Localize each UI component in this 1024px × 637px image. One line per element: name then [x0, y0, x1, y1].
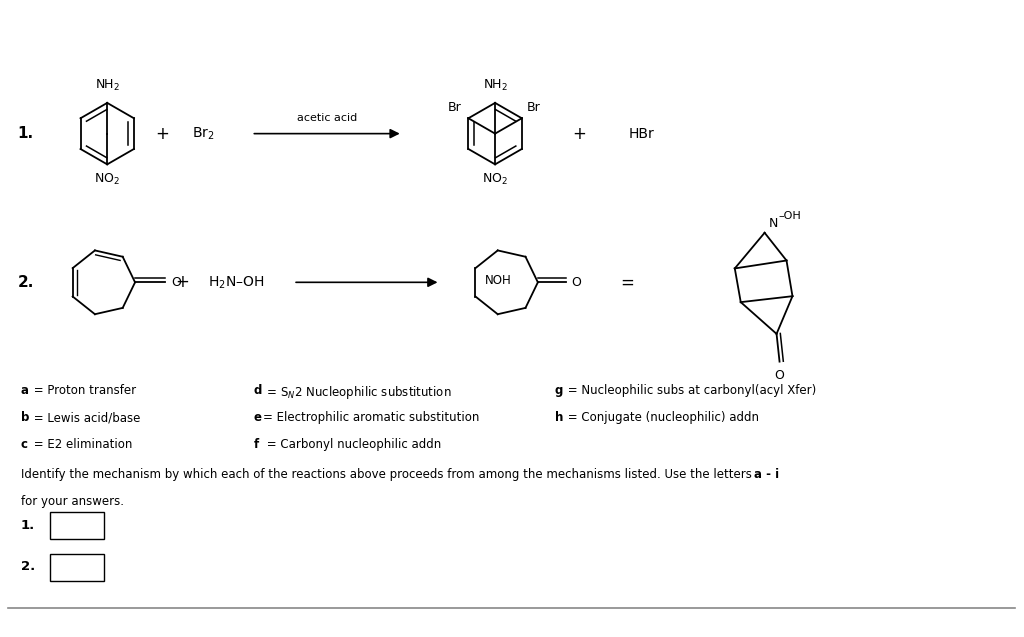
Text: +: +: [572, 125, 587, 143]
Text: Br: Br: [447, 101, 462, 114]
Text: 1.: 1.: [17, 126, 34, 141]
Text: b: b: [20, 412, 29, 424]
Text: d: d: [253, 384, 262, 397]
Text: a: a: [20, 384, 29, 397]
Text: Br$_2$: Br$_2$: [193, 125, 215, 142]
Text: = Carbonyl nucleophilic addn: = Carbonyl nucleophilic addn: [263, 438, 441, 451]
Text: H$_2$N–OH: H$_2$N–OH: [208, 274, 265, 290]
Text: Identify the mechanism by which each of the reactions above proceeds from among : Identify the mechanism by which each of …: [20, 468, 756, 481]
Text: = Conjugate (nucleophilic) addn: = Conjugate (nucleophilic) addn: [564, 412, 759, 424]
Text: = Lewis acid/base: = Lewis acid/base: [30, 412, 140, 424]
Text: = S$_N$2 Nucleophilic substitution: = S$_N$2 Nucleophilic substitution: [263, 384, 452, 401]
Text: 2.: 2.: [20, 561, 35, 573]
Text: –OH: –OH: [778, 211, 802, 221]
Text: for your answers.: for your answers.: [20, 496, 124, 508]
Text: =: =: [621, 273, 634, 291]
Text: = E2 elimination: = E2 elimination: [30, 438, 132, 451]
Text: 2.: 2.: [17, 275, 34, 290]
Text: O: O: [171, 276, 180, 289]
Bar: [49, 554, 104, 581]
Text: NO$_2$: NO$_2$: [94, 172, 120, 187]
Text: a - i: a - i: [755, 468, 779, 481]
Text: acetic acid: acetic acid: [297, 113, 357, 123]
Text: NOH: NOH: [484, 274, 511, 287]
Text: NO$_2$: NO$_2$: [482, 172, 508, 187]
Text: +: +: [175, 273, 188, 291]
Text: g: g: [555, 384, 563, 397]
Text: e: e: [253, 412, 261, 424]
Text: NH$_2$: NH$_2$: [94, 78, 120, 93]
Text: O: O: [774, 369, 784, 382]
Text: h: h: [555, 412, 563, 424]
Text: f: f: [253, 438, 259, 451]
Bar: [49, 512, 104, 539]
Text: 1.: 1.: [20, 519, 35, 532]
Text: c: c: [20, 438, 28, 451]
Text: HBr: HBr: [629, 127, 654, 141]
Text: = Nucleophilic subs at carbonyl(acyl Xfer): = Nucleophilic subs at carbonyl(acyl Xfe…: [564, 384, 816, 397]
Text: NH$_2$: NH$_2$: [482, 78, 508, 93]
Text: N: N: [769, 217, 778, 230]
Text: Br: Br: [526, 101, 541, 114]
Text: = Electrophilic aromatic substitution: = Electrophilic aromatic substitution: [263, 412, 479, 424]
Text: = Proton transfer: = Proton transfer: [30, 384, 136, 397]
Text: O: O: [571, 276, 582, 289]
Text: +: +: [155, 125, 169, 143]
